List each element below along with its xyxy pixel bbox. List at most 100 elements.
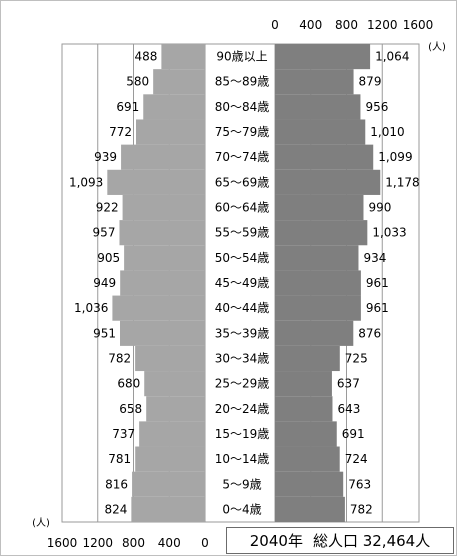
data-label-left-18: 488 [134, 50, 157, 64]
unit-label-left: (人) [32, 517, 50, 529]
bar-left-4 [146, 396, 205, 422]
chart-caption: 2040年 総人口 32,464人 [226, 527, 454, 554]
data-label-right-18: 1,064 [375, 50, 409, 64]
category-label-17: 85〜89歳 [215, 75, 270, 89]
x-tick-left-1: 1200 [82, 536, 113, 550]
caption-total: 総人口 32,464人 [312, 532, 431, 550]
bar-right-7 [275, 320, 354, 346]
category-label-2: 10〜14歳 [215, 452, 270, 466]
data-label-right-5: 637 [337, 377, 360, 391]
bar-right-5 [275, 371, 332, 397]
x-tick-right-0: 0 [271, 18, 279, 32]
data-label-left-9: 949 [93, 276, 116, 290]
category-label-8: 40〜44歳 [215, 301, 270, 315]
bar-left-11 [119, 220, 205, 246]
data-label-right-9: 961 [366, 276, 389, 290]
bar-left-12 [122, 194, 205, 221]
bar-left-3 [139, 421, 205, 447]
data-label-left-12: 922 [96, 201, 119, 215]
data-label-right-3: 691 [342, 427, 365, 441]
bar-right-6 [275, 345, 340, 372]
category-label-4: 20〜24歳 [215, 402, 270, 416]
category-label-15: 75〜79歳 [215, 125, 270, 139]
bar-left-6 [135, 345, 205, 372]
caption-year: 2040年 [249, 532, 303, 550]
data-label-left-3: 737 [112, 427, 135, 441]
x-tick-left-4: 0 [201, 536, 209, 550]
data-label-left-1: 816 [105, 477, 128, 491]
bar-right-18 [275, 44, 371, 70]
data-label-left-8: 1,036 [74, 301, 108, 315]
x-tick-left-3: 400 [158, 536, 181, 550]
bar-right-17 [275, 69, 354, 95]
category-label-1: 5〜9歳 [222, 477, 261, 491]
category-label-14: 70〜74歳 [215, 150, 270, 164]
data-label-right-15: 1,010 [370, 125, 404, 139]
data-label-right-16: 956 [365, 100, 388, 114]
data-label-right-4: 643 [337, 402, 360, 416]
category-label-10: 50〜54歳 [215, 251, 270, 265]
data-label-left-0: 824 [104, 502, 127, 516]
data-label-left-2: 781 [108, 452, 131, 466]
data-label-right-11: 1,033 [372, 226, 406, 240]
bar-right-3 [275, 421, 337, 447]
x-tick-right-3: 1200 [367, 18, 398, 32]
category-label-5: 25〜29歳 [215, 377, 270, 391]
bar-right-4 [275, 396, 333, 422]
x-tick-left-0: 1600 [47, 536, 78, 550]
bar-right-15 [275, 119, 366, 145]
data-label-left-6: 782 [108, 351, 131, 365]
bar-left-13 [107, 169, 205, 195]
data-label-right-2: 724 [345, 452, 368, 466]
bar-right-14 [275, 144, 374, 170]
bar-right-11 [275, 220, 368, 246]
data-label-left-4: 658 [119, 402, 142, 416]
category-label-9: 45〜49歳 [215, 276, 270, 290]
x-tick-right-4: 1600 [403, 18, 434, 32]
data-label-left-5: 680 [117, 377, 140, 391]
bar-right-0 [275, 496, 345, 522]
data-label-right-17: 879 [359, 75, 382, 89]
category-label-7: 35〜39歳 [215, 326, 270, 340]
bar-left-14 [121, 144, 205, 170]
x-tick-right-1: 400 [299, 18, 322, 32]
bar-left-5 [144, 371, 205, 397]
category-label-16: 80〜84歳 [215, 100, 270, 114]
bar-left-18 [161, 44, 205, 70]
data-label-right-13: 1,178 [385, 175, 419, 189]
bar-left-9 [120, 270, 205, 296]
bar-left-8 [112, 295, 205, 321]
bar-right-8 [275, 295, 361, 321]
bar-right-12 [275, 194, 364, 221]
data-label-left-17: 580 [126, 75, 149, 89]
bar-right-1 [275, 471, 344, 497]
category-label-11: 55〜59歳 [215, 226, 270, 240]
category-label-12: 60〜64歳 [215, 201, 270, 215]
unit-label-right: (人) [428, 41, 446, 53]
bar-right-2 [275, 446, 340, 472]
data-label-right-8: 961 [366, 301, 389, 315]
bar-right-13 [275, 169, 381, 195]
plot-border [61, 43, 420, 523]
category-label-6: 30〜34歳 [215, 351, 270, 365]
x-tick-right-2: 800 [335, 18, 358, 32]
data-label-right-6: 725 [345, 351, 368, 365]
data-label-right-1: 763 [348, 477, 371, 491]
bar-left-1 [132, 471, 205, 497]
data-label-right-12: 990 [368, 201, 391, 215]
category-label-13: 65〜69歳 [215, 175, 270, 189]
data-label-left-13: 1,093 [69, 175, 103, 189]
bar-right-9 [275, 270, 361, 296]
bar-left-15 [136, 119, 205, 145]
category-label-18: 90歳以上 [216, 50, 267, 64]
category-label-3: 15〜19歳 [215, 427, 270, 441]
bar-left-17 [153, 69, 205, 95]
bar-left-0 [131, 496, 205, 522]
bar-right-16 [275, 94, 361, 120]
data-label-right-0: 782 [350, 502, 373, 516]
data-label-left-10: 905 [97, 251, 120, 265]
data-label-left-15: 772 [109, 125, 132, 139]
data-label-left-7: 951 [93, 326, 116, 340]
